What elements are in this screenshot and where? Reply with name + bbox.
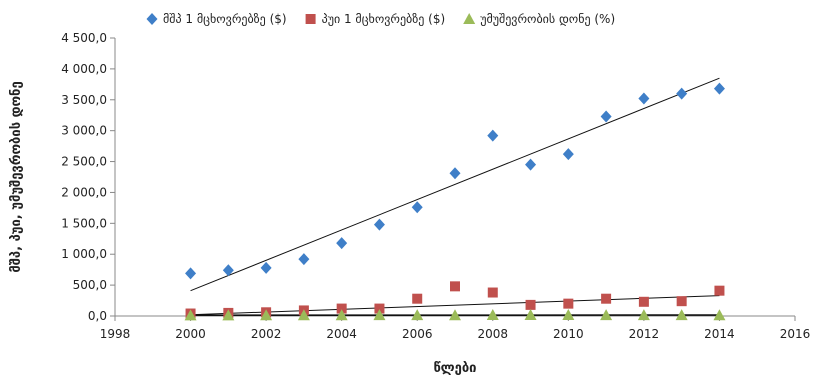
data-point-series-1 <box>713 82 725 95</box>
legend-label-series-2: პუი 1 მცხოვრებზე ($) <box>322 12 446 26</box>
data-point-series-1 <box>525 158 537 171</box>
x-axis-title: წლები <box>433 361 476 376</box>
data-point-series-3 <box>486 308 499 320</box>
data-point-series-3 <box>524 308 537 320</box>
data-point-series-2 <box>638 296 649 307</box>
x-tick-label: 2000 <box>175 327 206 341</box>
data-point-series-2 <box>412 293 423 304</box>
data-point-series-2 <box>374 303 385 314</box>
legend-label-series-1: მშპ 1 მცხოვრებზე ($) <box>163 12 287 26</box>
y-tick-label: 0,0 <box>88 309 107 323</box>
data-point-series-3 <box>637 309 650 321</box>
data-point-series-3 <box>335 309 348 321</box>
data-point-series-1 <box>185 267 197 280</box>
data-point-series-1 <box>373 218 385 231</box>
data-point-series-1 <box>411 201 423 214</box>
data-point-series-1 <box>336 237 348 250</box>
y-tick-label: 4 000,0 <box>61 62 107 76</box>
y-tick-label: 3 500,0 <box>61 93 107 107</box>
data-point-series-3 <box>411 309 424 321</box>
y-axis-title: მშპ, პუი, უმუშევრობის დონე <box>9 81 24 272</box>
trendline-series-1 <box>190 77 720 292</box>
x-tick-label: 2010 <box>553 327 584 341</box>
legend-marker-series-2 <box>305 14 316 24</box>
data-point-series-2 <box>676 296 687 307</box>
x-tick-label: 2014 <box>704 327 735 341</box>
y-tick-label: 1 500,0 <box>61 216 107 230</box>
trendline-series-2 <box>190 295 720 316</box>
data-point-series-3 <box>713 309 726 321</box>
data-point-series-1 <box>222 264 234 277</box>
data-point-series-1 <box>298 253 310 266</box>
legend-marker-series-1 <box>146 13 158 25</box>
y-tick-label: 2 000,0 <box>61 185 107 199</box>
x-tick-label: 1998 <box>100 327 131 341</box>
y-tick-label: 3 000,0 <box>61 124 107 138</box>
y-tick-label: 2 500,0 <box>61 155 107 169</box>
y-tick-label: 500,0 <box>73 278 107 292</box>
legend-marker-series-3 <box>463 13 476 24</box>
trendlines <box>190 77 720 317</box>
data-point-series-1 <box>260 261 272 274</box>
data-point-series-3 <box>600 309 613 321</box>
data-points <box>184 82 726 321</box>
x-tick-label: 2004 <box>326 327 357 341</box>
data-point-series-3 <box>373 309 386 321</box>
data-point-series-2 <box>714 285 725 296</box>
data-point-series-3 <box>184 309 197 321</box>
data-point-series-3 <box>449 309 461 321</box>
data-point-series-2 <box>487 287 498 298</box>
legend: მშპ 1 მცხოვრებზე ($) პუი 1 მცხოვრებზე ($)… <box>146 12 615 26</box>
x-tick-label: 2008 <box>478 327 509 341</box>
data-point-series-1 <box>449 167 461 180</box>
y-tick-label: 4 500,0 <box>61 31 107 45</box>
x-tick-label: 2006 <box>402 327 433 341</box>
data-point-series-2 <box>525 299 536 310</box>
x-tick-label: 2002 <box>251 327 282 341</box>
axes: 1998 2000 2002 2004 2006 2008 2010 2012 2014 2016… <box>61 31 810 341</box>
data-point-series-3 <box>260 309 273 321</box>
data-point-series-1 <box>676 87 688 100</box>
x-tick-label: 2016 <box>780 327 811 341</box>
data-point-series-2 <box>450 281 460 292</box>
data-point-series-3 <box>222 309 235 321</box>
data-point-series-1 <box>600 110 612 123</box>
data-point-series-3 <box>297 309 310 321</box>
data-point-series-3 <box>562 309 575 321</box>
data-point-series-2 <box>563 298 574 309</box>
data-point-series-1 <box>562 148 574 161</box>
data-point-series-3 <box>675 309 688 321</box>
data-point-series-1 <box>487 129 499 142</box>
y-tick-label: 1 000,0 <box>61 247 107 261</box>
data-point-series-1 <box>638 92 650 105</box>
data-point-series-2 <box>336 303 347 314</box>
x-tick-label: 2012 <box>629 327 660 341</box>
data-point-series-2 <box>601 293 612 304</box>
legend-label-series-3: უმუშევრობის დონე (%) <box>480 12 615 26</box>
